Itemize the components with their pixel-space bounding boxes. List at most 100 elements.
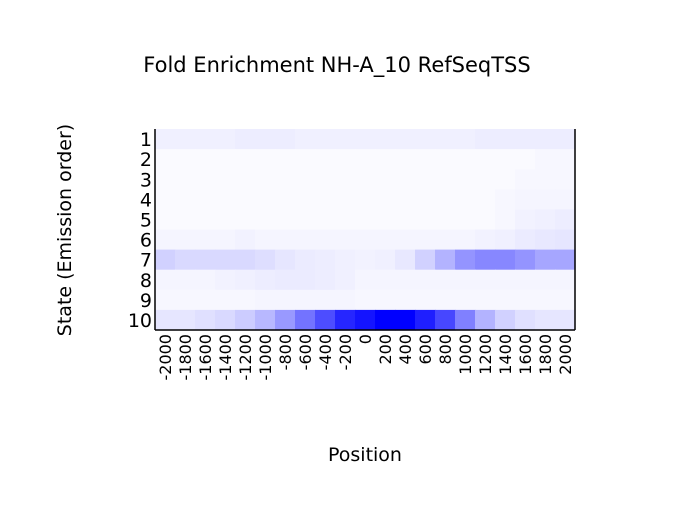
heatmap-cell [255, 269, 276, 291]
x-tick-label: 600 [416, 334, 435, 365]
heatmap-cell [155, 169, 176, 190]
heatmap-cell [335, 209, 356, 231]
heatmap-cell [555, 169, 576, 190]
x-tick-label: 0 [356, 334, 375, 344]
heatmap-cell [495, 249, 516, 271]
heatmap-cell [435, 249, 456, 271]
heatmap-cell [435, 289, 456, 311]
heatmap-cell [435, 209, 456, 231]
heatmap-cell [415, 249, 436, 271]
heatmap-cell [415, 269, 436, 291]
heatmap-cell [535, 209, 556, 231]
heatmap-cell [535, 189, 556, 210]
heatmap-cell [355, 289, 376, 311]
heatmap-cell [255, 249, 276, 271]
heatmap-cell [235, 309, 256, 331]
heatmap-cell [475, 169, 496, 190]
heatmap-cell [395, 189, 416, 210]
heatmap-cell [255, 169, 276, 190]
heatmap-cell [155, 189, 176, 210]
heatmap-cell [455, 209, 476, 231]
heatmap-cell [555, 269, 576, 291]
heatmap-cell [215, 309, 236, 331]
heatmap-cell [355, 209, 376, 231]
heatmap-cell [395, 209, 416, 231]
heatmap-cell [275, 289, 296, 311]
heatmap-cell [535, 149, 556, 170]
heatmap-cell [215, 169, 236, 190]
heatmap-cell [235, 229, 256, 251]
heatmap-cell [395, 129, 416, 150]
heatmap-cell [335, 229, 356, 251]
heatmap-cell [475, 309, 496, 331]
heatmap-cell [315, 169, 336, 190]
y-axis-label: State (Emission order) [54, 124, 76, 336]
heatmap-cell [375, 189, 396, 210]
heatmap-cell [235, 169, 256, 190]
heatmap-cell [515, 309, 536, 331]
x-tick-label: -800 [276, 334, 295, 370]
heatmap-cell [255, 289, 276, 311]
heatmap-cell [155, 209, 176, 231]
heatmap-cell [435, 149, 456, 170]
heatmap-cell [315, 129, 336, 150]
heatmap-cell [195, 309, 216, 331]
heatmap-cell [335, 129, 356, 150]
heatmap-cell [455, 129, 476, 150]
y-tick-label: 3 [140, 169, 152, 191]
heatmap-cell [395, 309, 416, 331]
heatmap-cell [495, 169, 516, 190]
heatmap-cell [215, 289, 236, 311]
heatmap-cell [235, 189, 256, 210]
heatmap-cell [515, 249, 536, 271]
heatmap-cell [355, 309, 376, 331]
heatmap-cell [555, 289, 576, 311]
heatmap-cell [435, 169, 456, 190]
heatmap-cell [455, 289, 476, 311]
heatmap-cell [415, 229, 436, 251]
heatmap-cell [455, 169, 476, 190]
heatmap-cell [195, 289, 216, 311]
x-tick-label: -2000 [156, 334, 175, 381]
heatmap-cell [315, 209, 336, 231]
heatmap-cell [415, 309, 436, 331]
heatmap-cell [315, 289, 336, 311]
heatmap-cell [495, 209, 516, 231]
heatmap-cell [415, 289, 436, 311]
heatmap-cell [295, 149, 316, 170]
heatmap-cell [375, 229, 396, 251]
heatmap-cell [175, 149, 196, 170]
x-tick-label: -400 [316, 334, 335, 370]
x-tick-label: -1000 [256, 334, 275, 381]
heatmap-cell [375, 249, 396, 271]
heatmap-cell [235, 209, 256, 231]
heatmap-cell [515, 149, 536, 170]
heatmap-cell [235, 129, 256, 150]
heatmap-cell [475, 229, 496, 251]
heatmap-cell [355, 129, 376, 150]
chart-title: Fold Enrichment NH-A_10 RefSeqTSS [143, 53, 530, 78]
heatmap-cell [375, 309, 396, 331]
y-tick-label: 9 [140, 290, 152, 312]
heatmap-cell [335, 249, 356, 271]
heatmap-cell [195, 269, 216, 291]
heatmap-cell [215, 209, 236, 231]
heatmap-cell [275, 269, 296, 291]
heatmap-cell [475, 209, 496, 231]
heatmap-cell [255, 309, 276, 331]
heatmap-cell [535, 249, 556, 271]
heatmap-cell [235, 149, 256, 170]
heatmap-cell [215, 149, 236, 170]
heatmap-cell [275, 189, 296, 210]
heatmap-cell [355, 189, 376, 210]
x-tick-label: -200 [336, 334, 355, 370]
x-tick-label: -1600 [196, 334, 215, 381]
heatmap-cell [175, 289, 196, 311]
heatmap-cell [375, 169, 396, 190]
heatmap-cell [515, 129, 536, 150]
heatmap-cell [435, 189, 456, 210]
x-tick-label: -1200 [236, 334, 255, 381]
heatmap-cell [475, 129, 496, 150]
heatmap-cell [275, 309, 296, 331]
